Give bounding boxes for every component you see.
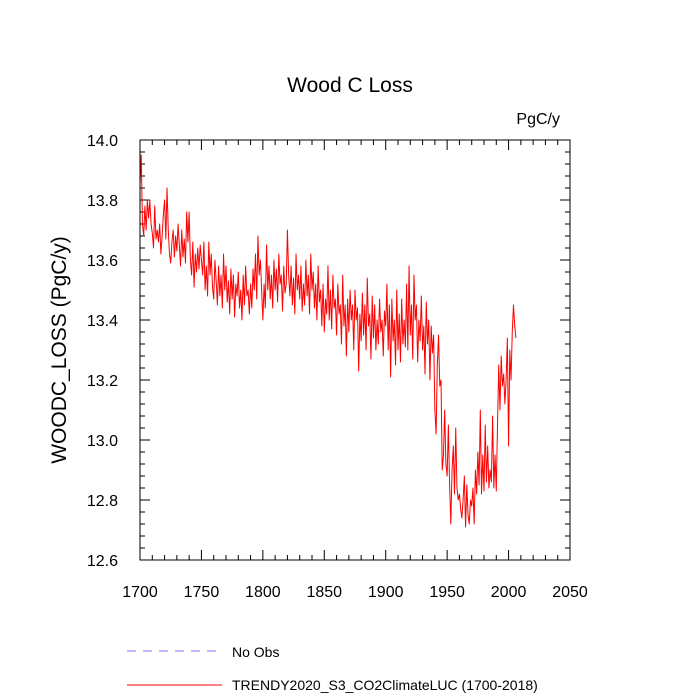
major-ticks <box>139 139 571 561</box>
legend-label-no-obs: No Obs <box>232 644 279 660</box>
x-tick-label: 1800 <box>245 584 281 601</box>
x-tick-label: 1750 <box>184 584 220 601</box>
y-tick-label: 12.8 <box>87 493 118 510</box>
x-tick-label: 1900 <box>368 584 404 601</box>
x-tick-labels: 1700 1750 1800 1850 1900 1950 2000 2050 <box>122 584 588 601</box>
series-line <box>139 154 517 528</box>
y-tick-label: 13.2 <box>87 373 118 390</box>
y-tick-label: 13.0 <box>87 433 118 450</box>
x-tick-label: 1950 <box>429 584 465 601</box>
y-tick-label: 13.8 <box>87 193 118 210</box>
x-tick-label: 2050 <box>552 584 588 601</box>
series-group <box>139 154 517 528</box>
minor-ticks <box>140 140 570 560</box>
legend: No Obs TRENDY2020_S3_CO2ClimateLUC (1700… <box>127 644 538 693</box>
y-tick-label: 12.6 <box>87 553 118 570</box>
chart-title: Wood C Loss <box>287 74 413 97</box>
y-tick-labels: 12.6 12.8 13.0 13.2 13.4 13.6 13.8 14.0 <box>87 133 118 570</box>
y-tick-label: 14.0 <box>87 133 118 150</box>
y-axis-label: WOODC_LOSS (PgC/y) <box>48 236 71 464</box>
x-tick-label: 2000 <box>491 584 527 601</box>
plot-frame <box>139 139 571 561</box>
y-tick-label: 13.4 <box>87 313 118 330</box>
x-tick-label: 1700 <box>122 584 158 601</box>
legend-label-trendy: TRENDY2020_S3_CO2ClimateLUC (1700-2018) <box>232 677 538 693</box>
x-tick-label: 1850 <box>306 584 342 601</box>
y-tick-label: 13.6 <box>87 253 118 270</box>
units-label: PgC/y <box>516 111 560 128</box>
